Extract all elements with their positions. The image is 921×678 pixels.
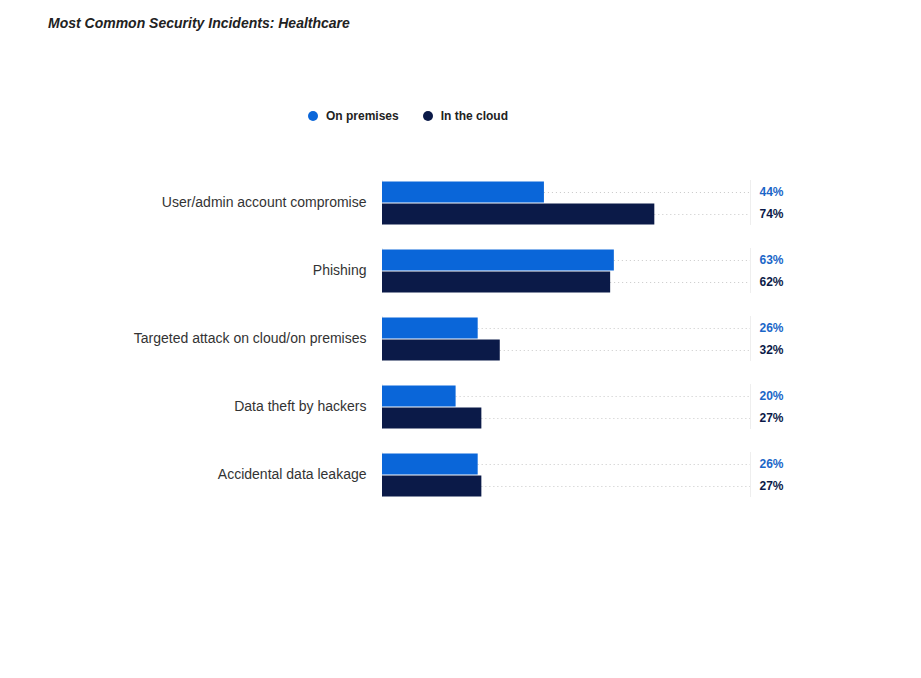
html-text:On premises: On premises xyxy=(326,109,399,123)
svg-text:62%: 62% xyxy=(759,275,783,289)
svg-text:26%: 26% xyxy=(759,457,783,471)
svg-text:26%: 26% xyxy=(759,321,783,335)
html-text:In the cloud: In the cloud xyxy=(440,109,508,123)
svg-text:27%: 27% xyxy=(759,479,783,493)
svg-text:74%: 74% xyxy=(759,207,783,221)
html-text:Most Common Security Incidents: Most Common Security Incidents: Healthca… xyxy=(48,15,350,31)
svg-text:Accidental data leakage: Accidental data leakage xyxy=(218,466,367,482)
svg-text:Targeted attack on cloud/on pr: Targeted attack on cloud/on premises xyxy=(134,330,367,346)
svg-text:Data theft by hackers: Data theft by hackers xyxy=(234,398,366,414)
svg-text:User/admin account compromise: User/admin account compromise xyxy=(162,194,367,210)
svg-text:32%: 32% xyxy=(759,343,783,357)
svg-text:27%: 27% xyxy=(759,411,783,425)
svg-text:20%: 20% xyxy=(759,389,783,403)
svg-text:44%: 44% xyxy=(759,185,783,199)
svg-text:Phishing: Phishing xyxy=(313,262,367,278)
svg-text:63%: 63% xyxy=(759,253,783,267)
